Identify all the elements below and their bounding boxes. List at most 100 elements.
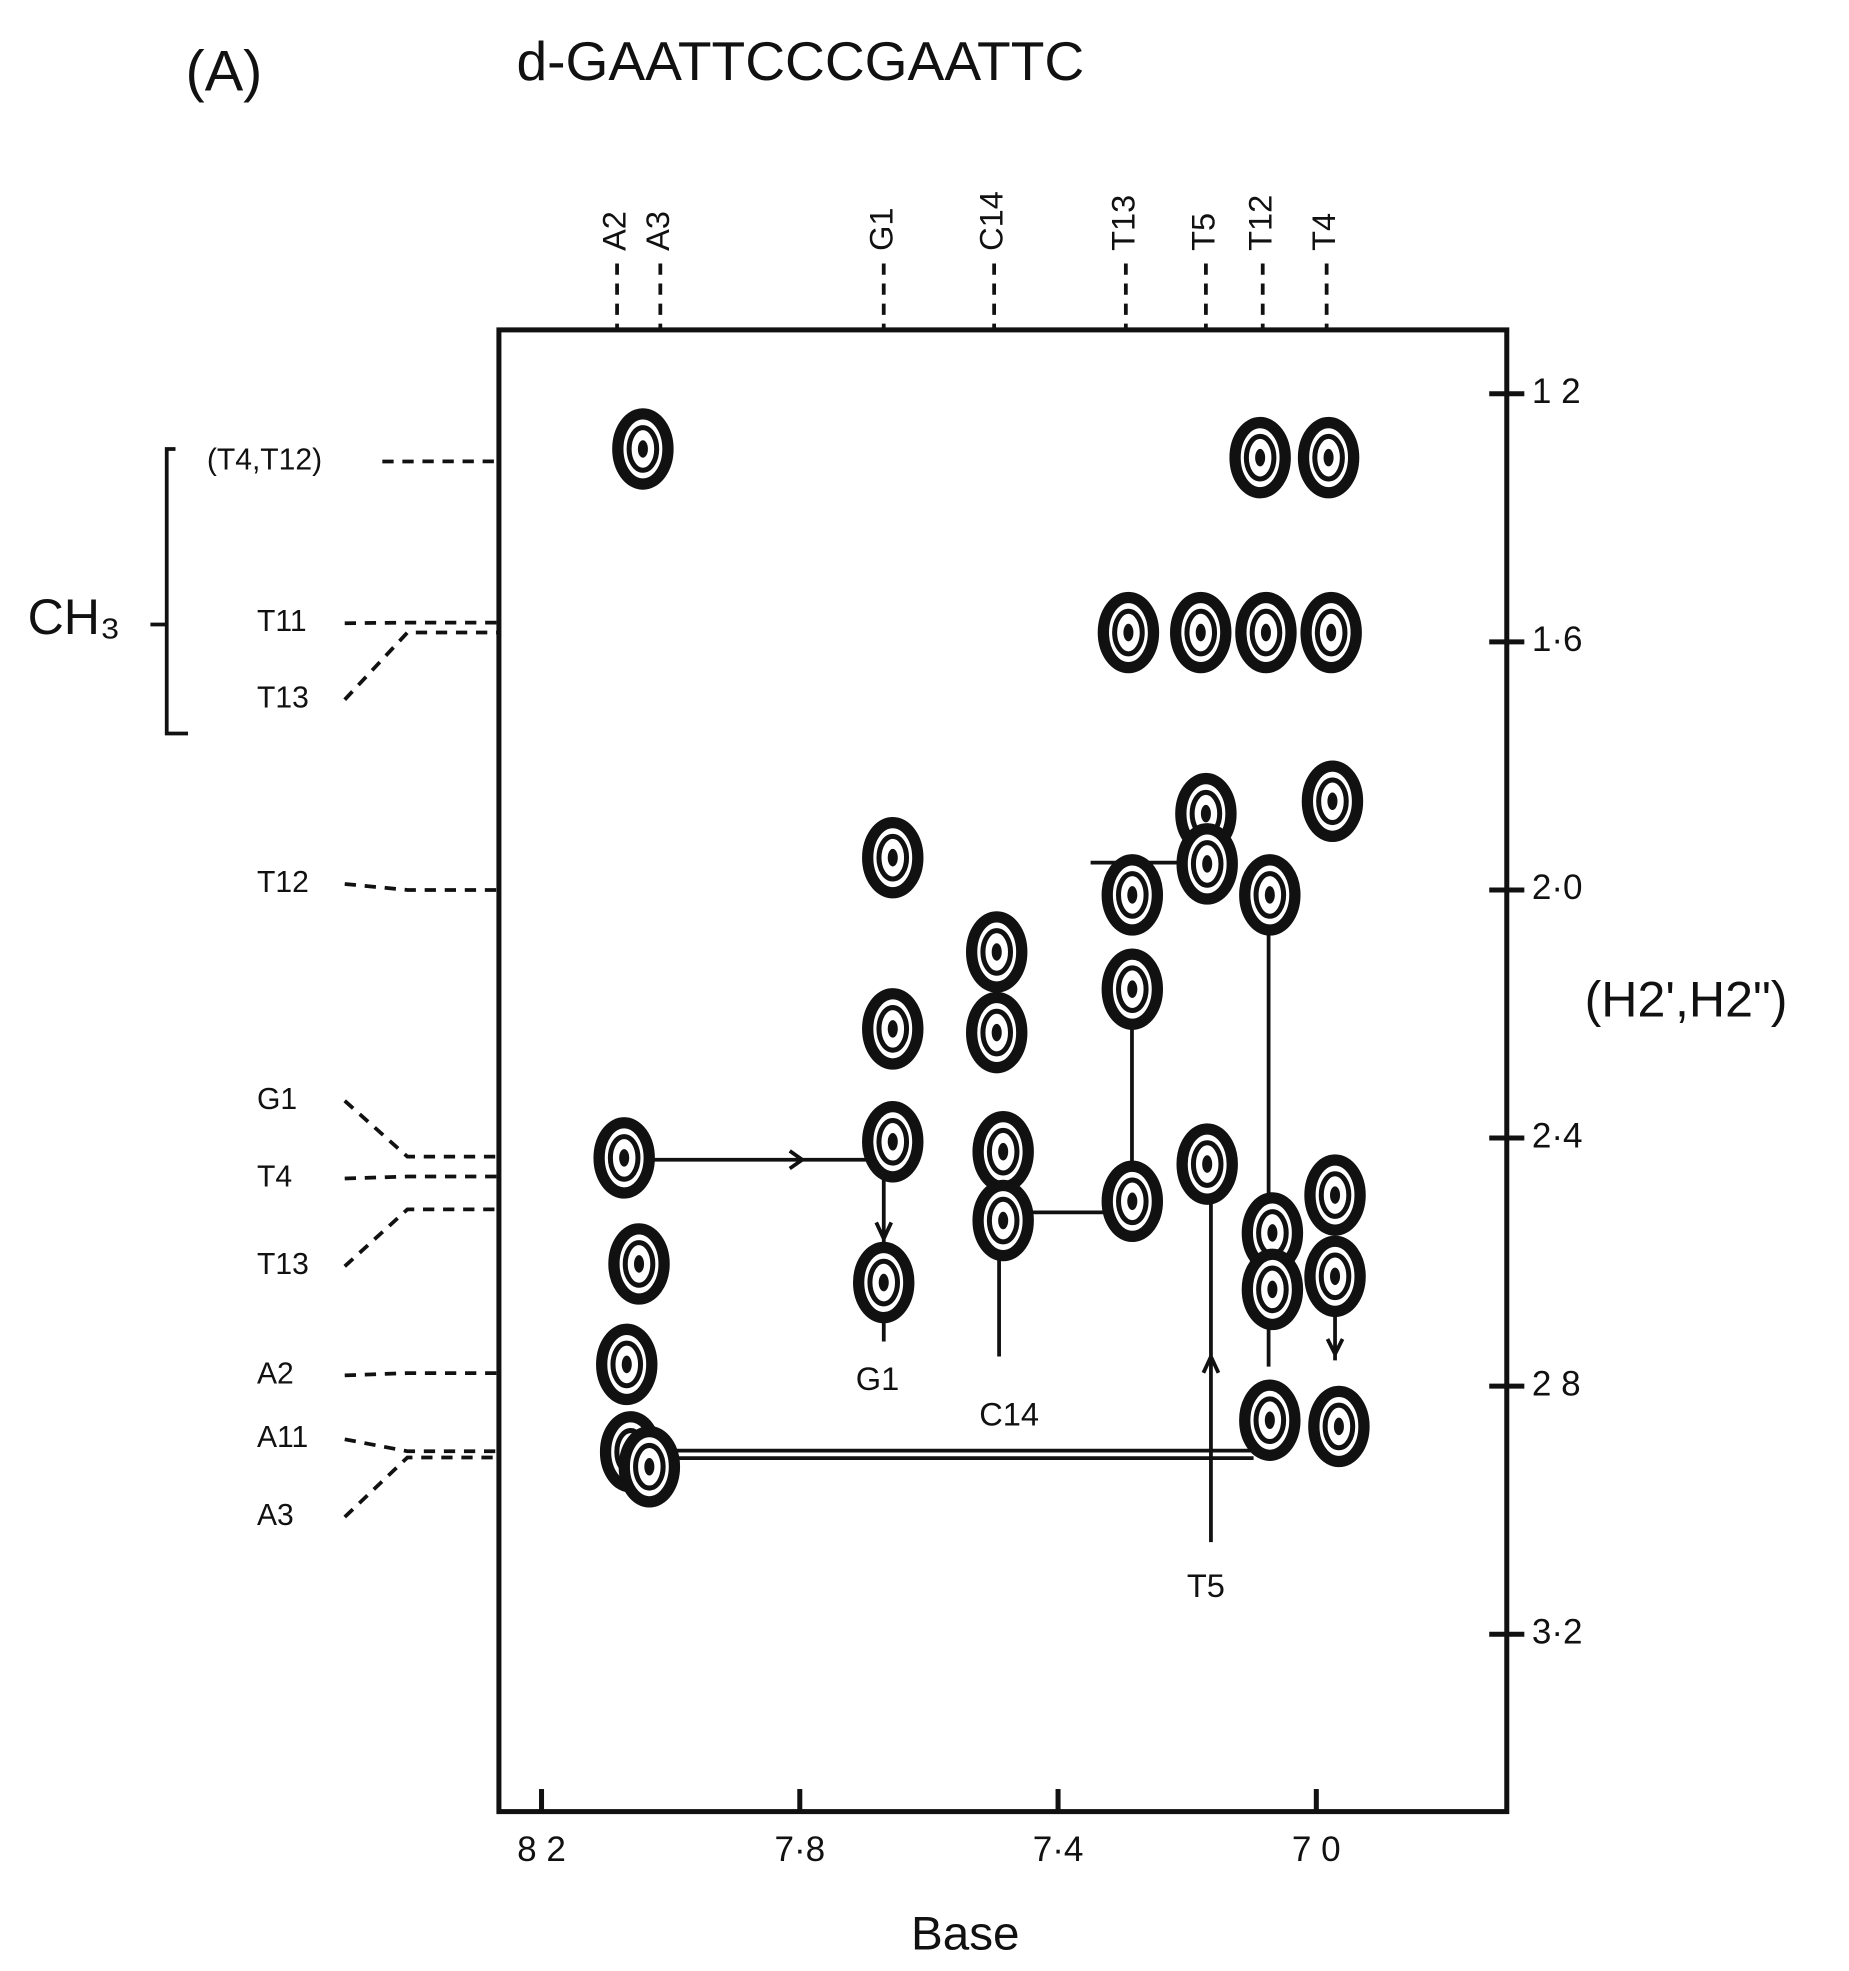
group-label: CH₃ [28, 589, 121, 645]
left-leader [344, 882, 499, 892]
peak-inner [1318, 1252, 1352, 1301]
peak-inner [1190, 1140, 1224, 1188]
top-label: T12 [1241, 195, 1278, 251]
peak-core [1202, 855, 1213, 873]
peak-core [619, 1149, 630, 1167]
peak-label: C14 [979, 1395, 1039, 1432]
peak-inner [1322, 1402, 1356, 1451]
left-label: A3 [257, 1499, 294, 1532]
peak-core [1327, 792, 1338, 811]
left-label: (T4,T12) [207, 443, 322, 476]
peak-inner [1253, 871, 1287, 919]
peak-core [1200, 804, 1211, 823]
left-label: T13 [257, 682, 309, 715]
peak-core [1127, 980, 1138, 998]
peak-inner [1116, 871, 1149, 919]
peak-core [1330, 1186, 1341, 1204]
top-label: A2 [596, 211, 633, 251]
bracket [150, 447, 189, 736]
left-leader [343, 1455, 499, 1519]
peak-inner [1190, 840, 1224, 888]
left-label: T4 [257, 1161, 292, 1194]
top-label: T13 [1104, 195, 1141, 251]
peak-core [637, 440, 648, 458]
peak-inner [1312, 433, 1345, 482]
peak-inner [876, 1117, 910, 1166]
peak-inner [1253, 1396, 1287, 1445]
left-leader [343, 1099, 499, 1159]
peak-core [644, 1457, 655, 1476]
peak-core [1127, 886, 1138, 904]
peak-core [998, 1142, 1009, 1161]
peak-core [887, 1020, 898, 1038]
peak-core [1333, 1417, 1344, 1436]
peak-inner [1112, 608, 1145, 657]
peak-inner [607, 1134, 641, 1182]
left-leader [343, 1207, 499, 1268]
panel-label: (A) [186, 40, 263, 104]
left-label: A2 [257, 1357, 294, 1390]
chart-title: d-GAATTCCCGAATTC [516, 30, 1084, 92]
peak-core [621, 1355, 632, 1374]
x-tick-label: 7 0 [1292, 1830, 1341, 1869]
peak-core [1255, 448, 1266, 467]
top-label: G1 [862, 207, 899, 250]
x-tick-label: 7·4 [1033, 1830, 1084, 1869]
top-label: T5 [1185, 213, 1222, 251]
peak-inner [1318, 1171, 1352, 1219]
peak-core [1267, 1280, 1278, 1299]
peak-core [1267, 1224, 1278, 1242]
y-tick-label: 2·0 [1532, 868, 1583, 907]
peak-inner [867, 1258, 901, 1307]
peak-inner [876, 833, 910, 882]
left-label: A11 [257, 1421, 308, 1454]
peak-core [1195, 623, 1206, 642]
left-label: T13 [257, 1248, 309, 1281]
peak-inner [610, 1340, 644, 1389]
peak-inner [980, 928, 1014, 976]
peak-inner [1243, 433, 1277, 482]
peak-core [887, 1132, 898, 1151]
y-tick-label: 1 2 [1532, 372, 1581, 411]
top-label: A3 [639, 211, 676, 251]
peak-inner [1316, 777, 1349, 826]
peak-label: T5 [1187, 1567, 1225, 1604]
left-label: T12 [257, 866, 309, 899]
left-leader [344, 620, 499, 626]
y-tick-label: 2·4 [1532, 1116, 1583, 1155]
peak-core [1123, 623, 1134, 642]
plot-frame [496, 327, 1510, 1815]
peak-core [1127, 1192, 1138, 1211]
peak-core [878, 1273, 889, 1292]
left-label: G1 [257, 1083, 297, 1116]
peak-core [1330, 1267, 1341, 1286]
peak-inner [1184, 608, 1218, 657]
y-tick-label: 3·2 [1532, 1612, 1583, 1651]
peak-inner [1314, 608, 1348, 657]
x-tick-label: 8 2 [517, 1830, 566, 1869]
peak-core [1326, 623, 1337, 642]
peak-core [1264, 1411, 1275, 1430]
peak-core [998, 1211, 1009, 1230]
left-leader [344, 1371, 499, 1378]
y-axis-label: (H2',H2") [1585, 971, 1788, 1027]
peak-core [887, 848, 898, 867]
peak-inner [622, 1240, 656, 1288]
peak-core [991, 943, 1002, 961]
top-label: C14 [973, 191, 1010, 251]
left-leader [343, 630, 499, 701]
peak-core [1202, 1155, 1213, 1173]
peak-inner [986, 1127, 1020, 1176]
left-leader [344, 1174, 499, 1181]
peak-inner [633, 1442, 666, 1491]
peak-inner [1256, 1265, 1289, 1314]
peak-inner [986, 1196, 1020, 1245]
peak-core [1323, 448, 1334, 467]
peak-core [1264, 886, 1275, 904]
peak-inner [876, 1005, 910, 1053]
x-axis-label: Base [911, 1908, 1020, 1961]
x-tick-label: 7·8 [774, 1830, 825, 1869]
peak-label: G1 [856, 1360, 899, 1397]
left-leader [344, 1437, 499, 1454]
